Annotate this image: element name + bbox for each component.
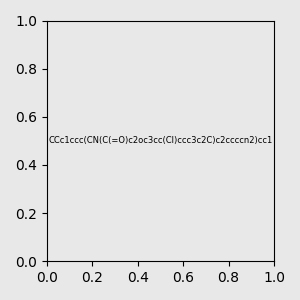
Text: CCc1ccc(CN(C(=O)c2oc3cc(Cl)ccc3c2C)c2ccccn2)cc1: CCc1ccc(CN(C(=O)c2oc3cc(Cl)ccc3c2C)c2ccc… [48, 136, 272, 146]
